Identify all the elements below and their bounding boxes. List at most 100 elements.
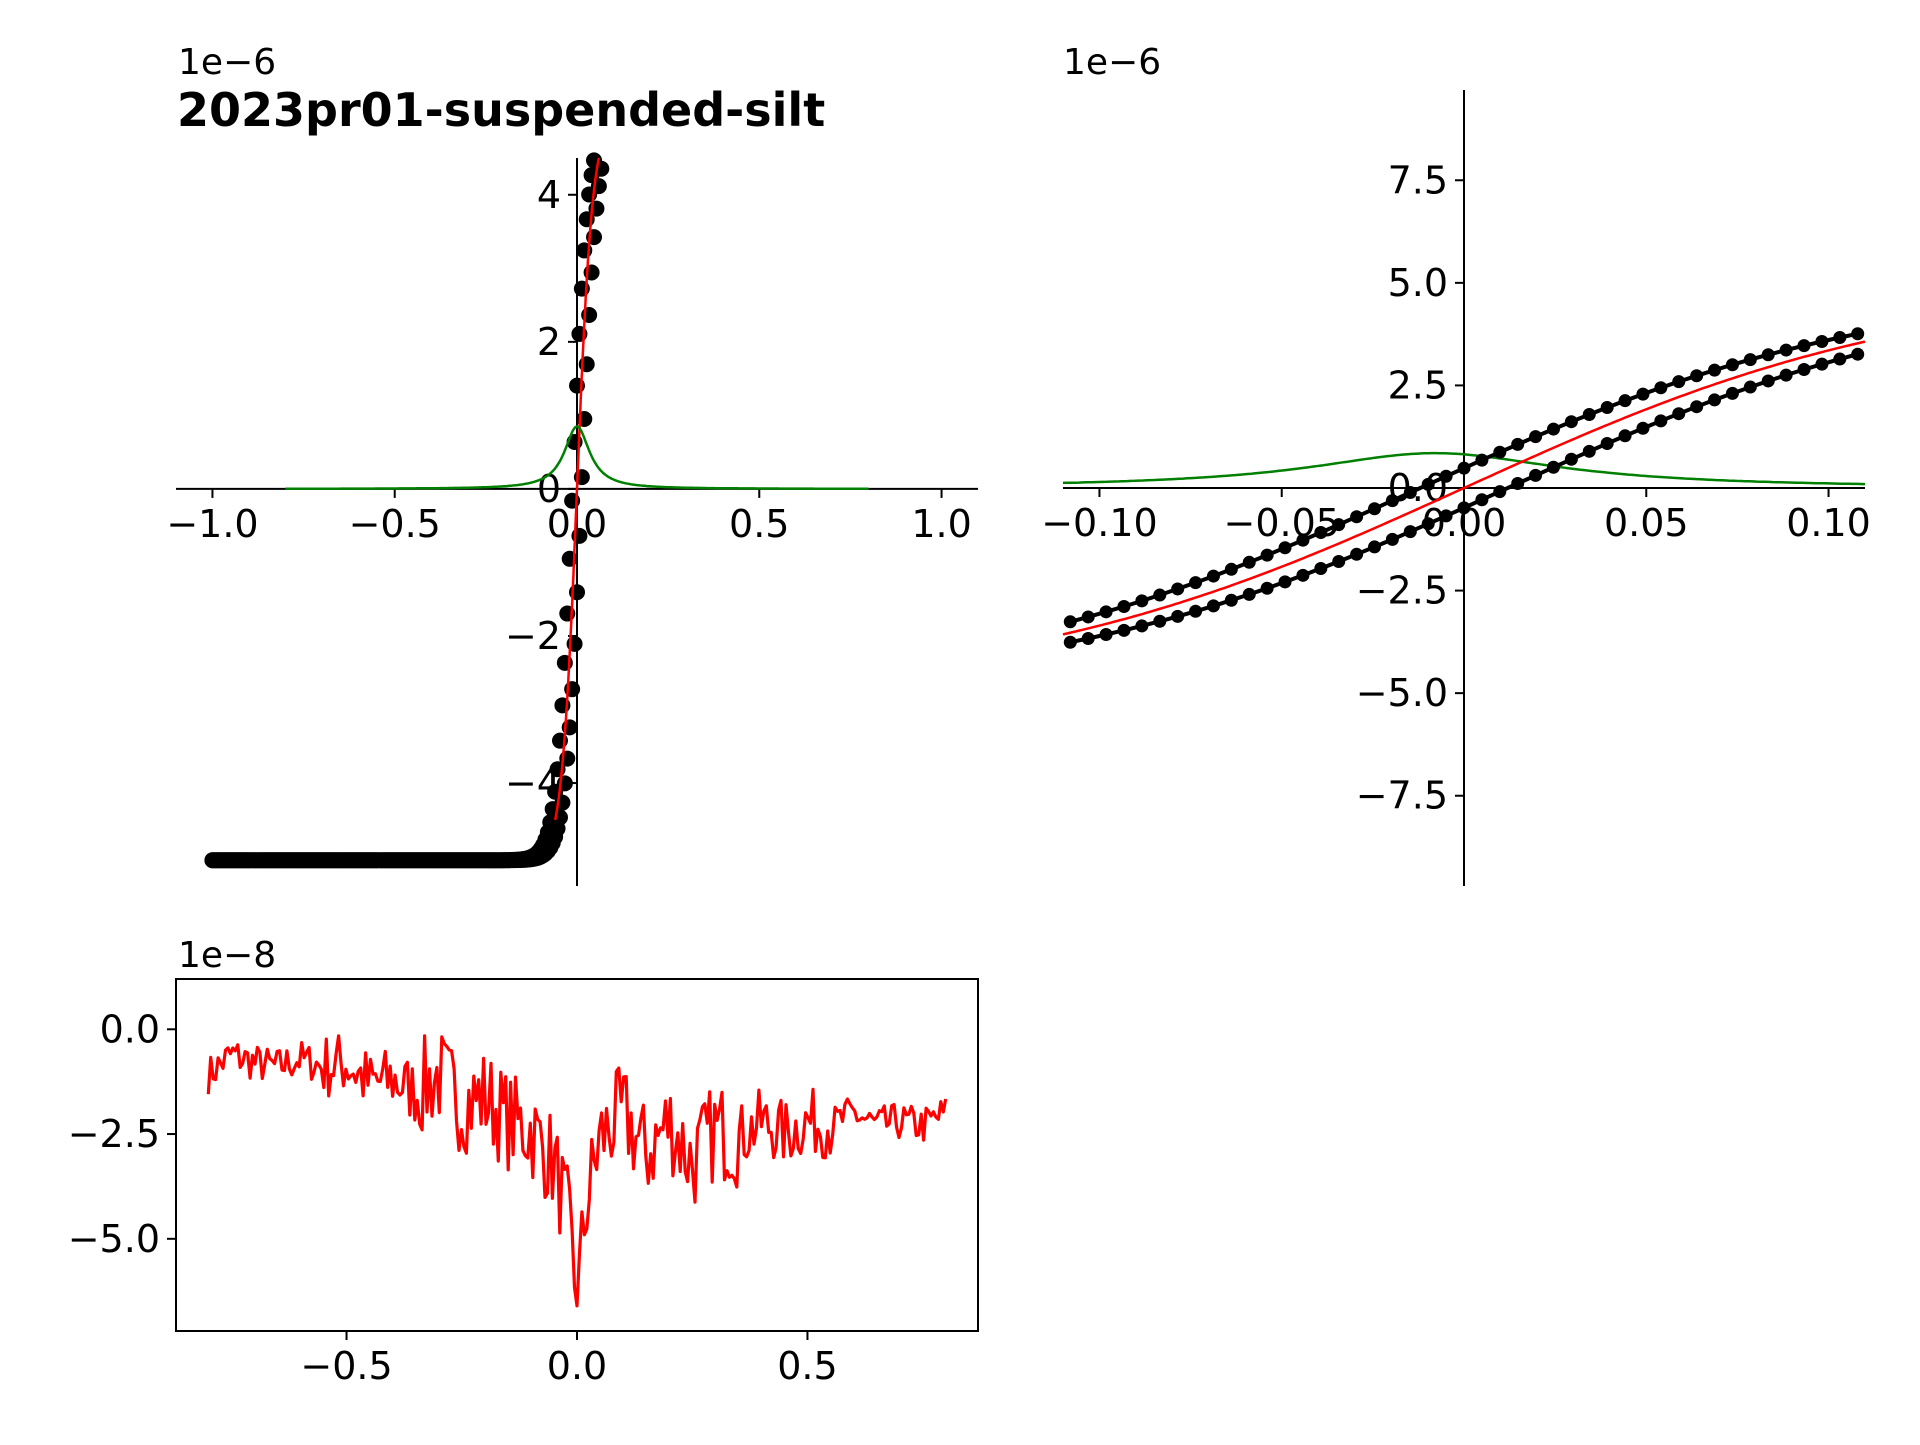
main-title-backdrop — [170, 78, 490, 122]
zoom-derivative-curve — [1062, 451, 1866, 486]
zoom-data-point — [1833, 331, 1847, 345]
zoom-y-tick-label: −7.5 — [1356, 774, 1448, 818]
zoom-data-point — [1224, 593, 1238, 607]
zoom-data-point — [1403, 525, 1417, 539]
zoom-data-point — [1206, 569, 1220, 583]
main-x-tick-label: −0.5 — [349, 502, 441, 546]
zoom-data-point — [1779, 368, 1793, 382]
main-x-tick-label: 0.5 — [729, 502, 789, 546]
zoom-data-point — [1761, 348, 1775, 362]
zoom-data-point — [1296, 533, 1310, 547]
zoom-data-point — [1403, 486, 1417, 500]
zoom-y-tick-label: 2.5 — [1388, 363, 1448, 407]
zoom-data-point — [1743, 380, 1757, 394]
zoom-data-point — [1493, 485, 1507, 499]
zoom-data-point — [1529, 430, 1543, 444]
residual-y-tick-label: 0.0 — [100, 1007, 160, 1051]
zoom-data-point — [1421, 517, 1435, 531]
zoom-data-point — [1797, 363, 1811, 377]
zoom-data-point — [1332, 518, 1346, 532]
zoom-data-point — [1725, 386, 1739, 400]
main-x-tick-label: −1.0 — [166, 502, 258, 546]
zoom-data-point — [1815, 334, 1829, 348]
zoom-data-point — [1690, 400, 1704, 414]
zoom-data-point — [1582, 444, 1596, 458]
main-y-multiplier: 1e−6 — [178, 42, 276, 83]
zoom-data-point — [1260, 548, 1274, 562]
zoom-data-point — [1493, 445, 1507, 459]
zoom-data-point — [1350, 547, 1364, 561]
zoom-y-tick-label: 7.5 — [1388, 158, 1448, 202]
zoom-data-point — [1475, 493, 1489, 507]
zoom-data-point — [1153, 588, 1167, 602]
zoom-data-point — [1529, 468, 1543, 482]
main-y-tick-label: −2 — [505, 614, 561, 658]
zoom-y-tick-label: −5.0 — [1356, 671, 1448, 715]
zoom-data-point — [1350, 510, 1364, 524]
zoom-data-point — [1135, 619, 1149, 633]
zoom-data-point — [1171, 582, 1185, 596]
zoom-data-point — [1618, 429, 1632, 443]
zoom-data-point — [1117, 599, 1131, 613]
zoom-data-point — [1063, 615, 1077, 629]
zoom-data-point — [1851, 347, 1865, 361]
zoom-data-point — [1708, 393, 1722, 407]
zoom-x-tick-label: −0.10 — [1041, 501, 1157, 545]
zoom-data-point — [1815, 357, 1829, 371]
zoom-data-point — [1672, 407, 1686, 421]
main-y-tick-label: 2 — [537, 320, 561, 364]
residual-y-tick-label: −2.5 — [68, 1112, 160, 1156]
zoom-data-point — [1761, 374, 1775, 388]
zoom-data-point — [1582, 407, 1596, 421]
zoom-data-point — [1153, 614, 1167, 628]
zoom-data-point — [1439, 509, 1453, 523]
zoom-data-point — [1189, 604, 1203, 618]
zoom-data-point — [1654, 381, 1668, 395]
zoom-data-point — [1743, 353, 1757, 367]
zoom-x-tick-label: 0.05 — [1604, 501, 1689, 545]
zoom-data-point — [1708, 363, 1722, 377]
zoom-y-tick-label: 5.0 — [1388, 261, 1448, 305]
zoom-data-point — [1779, 343, 1793, 357]
residual-line — [206, 1034, 948, 1308]
zoom-data-point — [1099, 605, 1113, 619]
zoom-data-point — [1314, 562, 1328, 576]
main-hysteresis-plot: −1.0 −0.5 0.0 0.5 1.0−4−20241e−62023pr01-sus… — [166, 42, 978, 886]
zoom-data-point — [1833, 352, 1847, 366]
zoom-data-point — [1797, 339, 1811, 353]
zoom-data-point — [1564, 415, 1578, 429]
zoom-data-point — [1385, 494, 1399, 508]
zoom-data-point — [1206, 599, 1220, 613]
zoom-data-point — [1099, 628, 1113, 642]
zoom-data-point — [1135, 594, 1149, 608]
main-title: 2023pr01-suspended-silt — [177, 83, 825, 137]
zoom-hysteresis-plot: −0.10 −0.05 0.00 0.05 0.10−7.5−5.0−2.50.02.5… — [1041, 42, 1871, 886]
zoom-data-point — [1546, 422, 1560, 436]
zoom-data-point — [1117, 623, 1131, 637]
zoom-data-point — [1260, 581, 1274, 595]
zoom-data-point — [1368, 502, 1382, 516]
zoom-data-point — [1457, 461, 1471, 475]
zoom-data-point — [1224, 562, 1238, 576]
zoom-data-point — [1564, 452, 1578, 466]
zoom-data-point — [1421, 477, 1435, 491]
zoom-data-point — [1278, 541, 1292, 555]
zoom-data-point — [1189, 576, 1203, 590]
zoom-data-point — [1636, 421, 1650, 435]
zoom-fit-curve — [1062, 340, 1866, 636]
residual-plot: −0.5 0.0 0.5 −5.0 −2.5 0.0 1e−8 — [68, 935, 979, 1388]
zoom-data-point — [1600, 400, 1614, 414]
zoom-data-point — [1242, 555, 1256, 569]
residual-y-tick-label: −5.0 — [68, 1217, 160, 1261]
zoom-y-multiplier: 1e−6 — [1063, 42, 1161, 83]
zoom-data-point — [1851, 327, 1865, 341]
zoom-data-point — [1511, 437, 1525, 451]
zoom-data-point — [1636, 387, 1650, 401]
zoom-data-point — [1332, 555, 1346, 569]
zoom-data-point — [1672, 375, 1686, 389]
zoom-data-point — [1546, 460, 1560, 474]
zoom-data-point — [1511, 476, 1525, 490]
zoom-data-point — [1242, 587, 1256, 601]
